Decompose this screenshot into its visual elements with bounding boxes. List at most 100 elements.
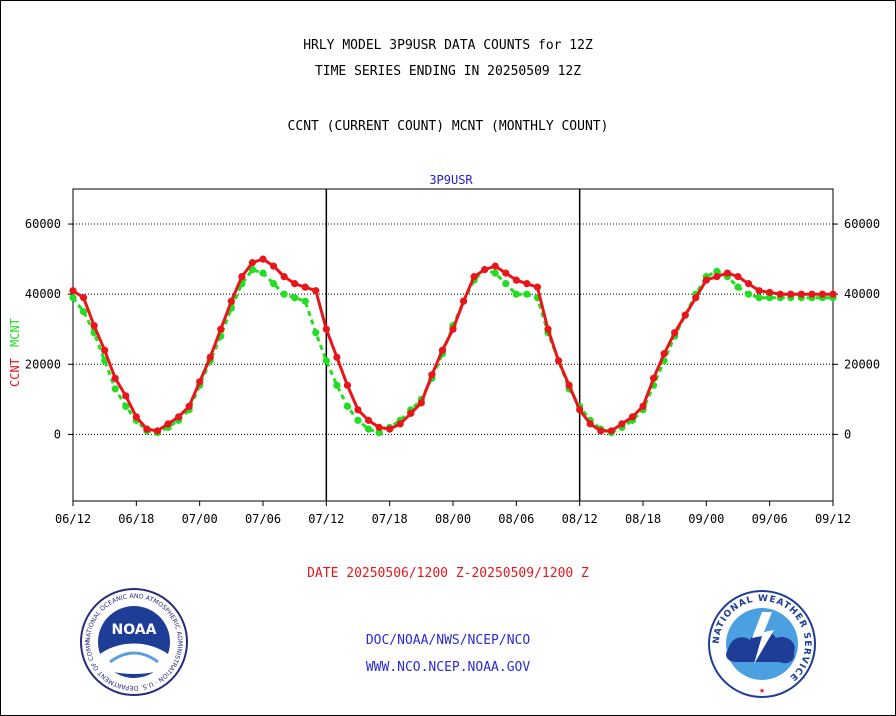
x-tick-label: 07/06 bbox=[245, 512, 281, 526]
data-point-ccnt bbox=[291, 280, 299, 288]
x-tick-label: 07/12 bbox=[308, 512, 344, 526]
data-point-ccnt bbox=[69, 287, 77, 295]
x-tick-label: 07/18 bbox=[372, 512, 408, 526]
data-point-ccnt bbox=[354, 406, 362, 414]
data-point-ccnt bbox=[649, 374, 658, 382]
plot-area-border bbox=[72, 188, 834, 502]
data-point-ccnt bbox=[744, 280, 753, 288]
data-point-ccnt bbox=[523, 280, 531, 288]
data-point-mcnt bbox=[259, 269, 267, 277]
data-point-ccnt bbox=[607, 427, 615, 435]
data-point-mcnt bbox=[512, 290, 520, 298]
data-point-ccnt bbox=[449, 325, 457, 333]
data-point-ccnt bbox=[164, 420, 172, 428]
data-point-mcnt bbox=[491, 269, 499, 277]
data-point-ccnt bbox=[122, 392, 130, 400]
data-point-ccnt bbox=[628, 413, 637, 421]
data-point-ccnt bbox=[797, 290, 805, 298]
y-tick-label-left: 40000 bbox=[25, 287, 61, 301]
data-point-mcnt bbox=[301, 297, 309, 305]
data-point-mcnt bbox=[354, 416, 362, 424]
data-point-mcnt bbox=[744, 290, 753, 298]
series-ccnt bbox=[69, 255, 837, 435]
data-point-ccnt bbox=[470, 273, 478, 281]
data-point-ccnt bbox=[153, 427, 162, 435]
data-point-ccnt bbox=[417, 399, 425, 407]
y-tick-label-right: 20000 bbox=[844, 357, 880, 371]
data-point-ccnt bbox=[787, 290, 795, 298]
data-point-ccnt bbox=[280, 273, 288, 281]
data-point-mcnt bbox=[375, 429, 383, 437]
data-point-ccnt bbox=[618, 420, 626, 428]
data-point-mcnt bbox=[734, 283, 742, 291]
data-point-ccnt bbox=[565, 381, 573, 389]
data-point-ccnt bbox=[808, 290, 816, 298]
y-axis-ticks: 0 0 20000 20000 40000 40000 60000 60000 bbox=[25, 217, 880, 441]
data-point-mcnt bbox=[755, 294, 763, 302]
x-tick-label: 08/00 bbox=[435, 512, 471, 526]
data-point-ccnt bbox=[829, 290, 837, 298]
x-tick-label: 08/06 bbox=[498, 512, 534, 526]
day-separators bbox=[325, 189, 581, 501]
data-point-ccnt bbox=[111, 374, 119, 382]
x-tick-label: 09/12 bbox=[815, 512, 851, 526]
data-point-ccnt bbox=[238, 273, 246, 281]
y-tick-label-left: 20000 bbox=[25, 357, 61, 371]
data-point-ccnt bbox=[597, 427, 605, 435]
data-point-ccnt bbox=[143, 425, 151, 433]
data-point-ccnt bbox=[491, 262, 499, 270]
data-point-mcnt bbox=[364, 425, 373, 433]
ylabel-ccnt: CCNT bbox=[8, 358, 22, 387]
data-point-ccnt bbox=[227, 297, 235, 305]
data-point-ccnt bbox=[333, 353, 341, 361]
data-point-ccnt bbox=[438, 346, 447, 354]
x-tick-label: 06/12 bbox=[55, 512, 91, 526]
series-lines bbox=[69, 255, 837, 437]
data-point-ccnt bbox=[723, 269, 732, 277]
panel-title: 3P9USR bbox=[429, 173, 473, 187]
y-tick-label-right: 40000 bbox=[844, 287, 880, 301]
data-point-ccnt bbox=[248, 259, 257, 267]
data-point-mcnt bbox=[333, 381, 341, 389]
website-link[interactable]: WWW.NCO.NCEP.NOAA.GOV bbox=[365, 660, 531, 675]
data-point-ccnt bbox=[386, 425, 394, 433]
data-point-ccnt bbox=[259, 255, 267, 263]
data-point-ccnt bbox=[79, 294, 88, 302]
data-point-ccnt bbox=[196, 378, 204, 386]
noaa-logo: NOAA NATIONAL OCEANIC AND ATMOSPHERIC AD… bbox=[80, 588, 188, 696]
data-point-ccnt bbox=[101, 346, 109, 354]
y-tick-label-right: 0 bbox=[844, 427, 851, 441]
data-point-mcnt bbox=[291, 294, 299, 302]
data-point-ccnt bbox=[481, 266, 489, 274]
data-point-ccnt bbox=[375, 423, 383, 431]
x-tick-label: 06/18 bbox=[118, 512, 154, 526]
data-point-ccnt bbox=[755, 287, 763, 295]
nws-star-icon: ★ bbox=[759, 685, 765, 696]
data-point-ccnt bbox=[734, 273, 742, 281]
y-axis-label: CCNT MCNT bbox=[8, 318, 22, 387]
data-point-ccnt bbox=[322, 325, 330, 333]
chart-title-line1: HRLY MODEL 3P9USR DATA COUNTS for 12Z bbox=[303, 38, 593, 53]
data-point-ccnt bbox=[576, 406, 584, 414]
data-point-mcnt bbox=[502, 280, 510, 288]
data-point-ccnt bbox=[671, 329, 679, 337]
data-point-ccnt bbox=[217, 325, 225, 333]
noaa-logo-text: NOAA bbox=[112, 622, 157, 638]
data-point-ccnt bbox=[269, 262, 278, 270]
data-point-ccnt bbox=[533, 283, 542, 291]
ylabel-mcnt: MCNT bbox=[8, 318, 22, 347]
org-path-text: DOC/NOAA/NWS/NCEP/NCO bbox=[365, 633, 531, 648]
data-point-mcnt bbox=[343, 402, 352, 410]
data-point-ccnt bbox=[713, 273, 721, 281]
data-point-mcnt bbox=[280, 290, 288, 298]
data-point-ccnt bbox=[396, 420, 404, 428]
nws-logo: NATIONAL WEATHER SERVICE ★ bbox=[708, 590, 816, 698]
data-point-ccnt bbox=[364, 416, 373, 424]
data-point-ccnt bbox=[660, 350, 668, 358]
data-point-mcnt bbox=[111, 385, 119, 393]
x-axis-ticks: 06/12 06/18 07/00 07/06 07/12 07/18 08/00 08/06… bbox=[55, 501, 851, 526]
x-tick-label: 08/18 bbox=[625, 512, 661, 526]
data-point-ccnt bbox=[312, 287, 320, 295]
data-point-mcnt bbox=[69, 294, 77, 302]
